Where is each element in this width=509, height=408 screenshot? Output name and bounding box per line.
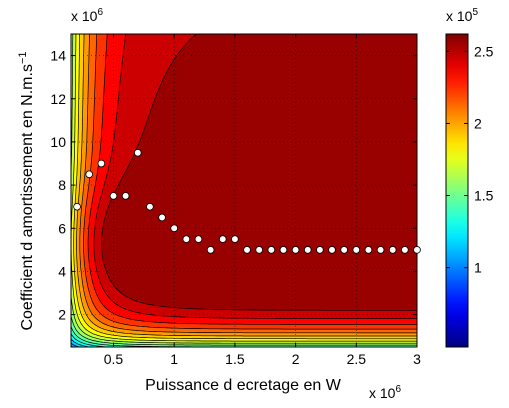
- x-multiplier: x 106: [369, 384, 401, 401]
- contour-fill: [71, 34, 417, 347]
- optimal-point: [364, 246, 373, 254]
- colorbar-multiplier: x 105: [446, 7, 478, 24]
- colorbar-ticks: 1 1.5 2 2.5: [446, 43, 494, 276]
- optimal-point: [97, 159, 106, 168]
- x-tick-label: 2: [292, 351, 300, 367]
- contour-line: [76, 34, 417, 337]
- optimal-point: [328, 246, 336, 254]
- contour-line: [101, 34, 417, 311]
- contour-line: [73, 34, 417, 340]
- optimal-point: [231, 235, 239, 243]
- optimal-point: [388, 246, 397, 254]
- y-tick-label: 6: [58, 220, 66, 236]
- x-tick-label: 0.5: [104, 351, 124, 367]
- optimal-point: [194, 235, 203, 243]
- contour-lines: [71, 34, 417, 347]
- optimal-point: [291, 246, 300, 254]
- contour-line: [71, 342, 80, 347]
- contour-line: [71, 315, 417, 346]
- y-tick-label: 4: [58, 263, 66, 279]
- x-tick-label: 1: [170, 351, 178, 367]
- optimal-point: [218, 235, 227, 243]
- colorbar-tick-label: 1: [474, 260, 482, 276]
- grid-lines: [71, 34, 417, 347]
- x-axis-label: Puissance d ecretage en W: [145, 377, 342, 394]
- optimal-point: [376, 246, 385, 254]
- optimal-point: [303, 246, 312, 254]
- optimal-point: [109, 192, 118, 200]
- optimal-point: [316, 246, 324, 254]
- axis-ticks: 0.5 1 1.5 2 2.5 3 2 4 6 8 10 12 14: [50, 34, 421, 367]
- optimal-point: [267, 246, 276, 254]
- x-tick-label: 3: [413, 351, 421, 367]
- contour-line: [79, 34, 417, 334]
- optimal-point: [243, 246, 251, 254]
- contour-line: [93, 34, 417, 319]
- y-tick-label: 10: [50, 134, 66, 150]
- optimal-point: [158, 213, 166, 222]
- optimal-point: [182, 235, 191, 243]
- optimal-point: [340, 246, 348, 254]
- optimal-point: [121, 192, 130, 200]
- optimal-point: [85, 170, 94, 179]
- colorbar-tick-label: 2.5: [474, 43, 494, 59]
- optimal-point: [279, 246, 288, 254]
- y-tick-label: 8: [58, 177, 66, 193]
- contour-line: [87, 34, 417, 325]
- optimal-point: [146, 202, 154, 211]
- colorbar-tick-label: 2: [474, 115, 482, 131]
- optimal-point: [170, 224, 178, 233]
- optimal-point: [413, 246, 421, 254]
- optimal-point: [255, 246, 263, 254]
- y-multiplier: x 106: [71, 7, 103, 24]
- optimal-point: [206, 246, 215, 254]
- x-tick-label: 1.5: [225, 351, 245, 367]
- colorbar: [445, 33, 469, 348]
- y-tick-label: 14: [50, 48, 66, 64]
- optimal-point: [352, 246, 361, 254]
- optimal-point: [133, 148, 142, 157]
- optimal-point: [401, 246, 409, 254]
- optimal-points: [73, 148, 421, 254]
- x-tick-label: 2.5: [347, 351, 367, 367]
- y-tick-label: 12: [50, 91, 66, 107]
- plot-frame: [70, 33, 418, 348]
- y-tick-label: 2: [58, 307, 66, 323]
- y-axis-label: Coefficient d amortissement en N.m.s−1: [17, 51, 36, 330]
- plot-area: [71, 34, 417, 347]
- optimal-point: [73, 202, 81, 211]
- colorbar-tick-label: 1.5: [474, 188, 494, 204]
